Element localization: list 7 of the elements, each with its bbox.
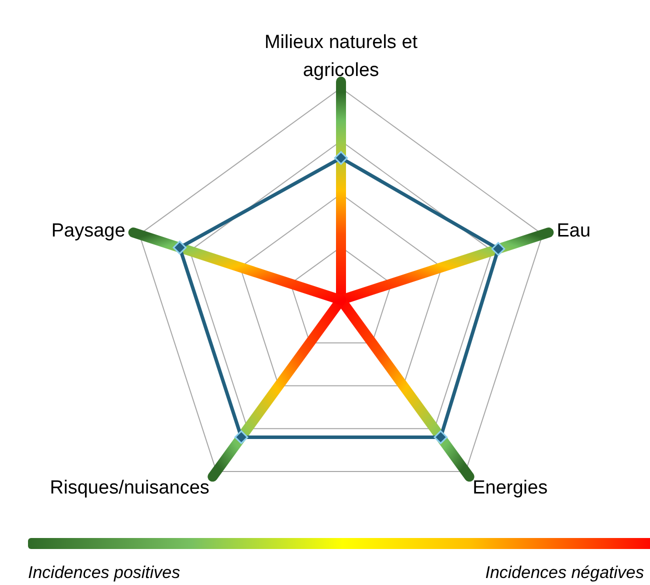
- spoke-label: Eau: [556, 220, 591, 242]
- spoke-label: Milieux naturels et agricoles: [264, 32, 418, 81]
- text: Incidences négatives: [485, 563, 644, 583]
- text: Incidences positives: [28, 563, 180, 583]
- spoke-label: Energies: [472, 477, 548, 498]
- spoke-label: Paysage: [51, 220, 126, 242]
- spoke-label: Risques/nuisances: [50, 477, 210, 498]
